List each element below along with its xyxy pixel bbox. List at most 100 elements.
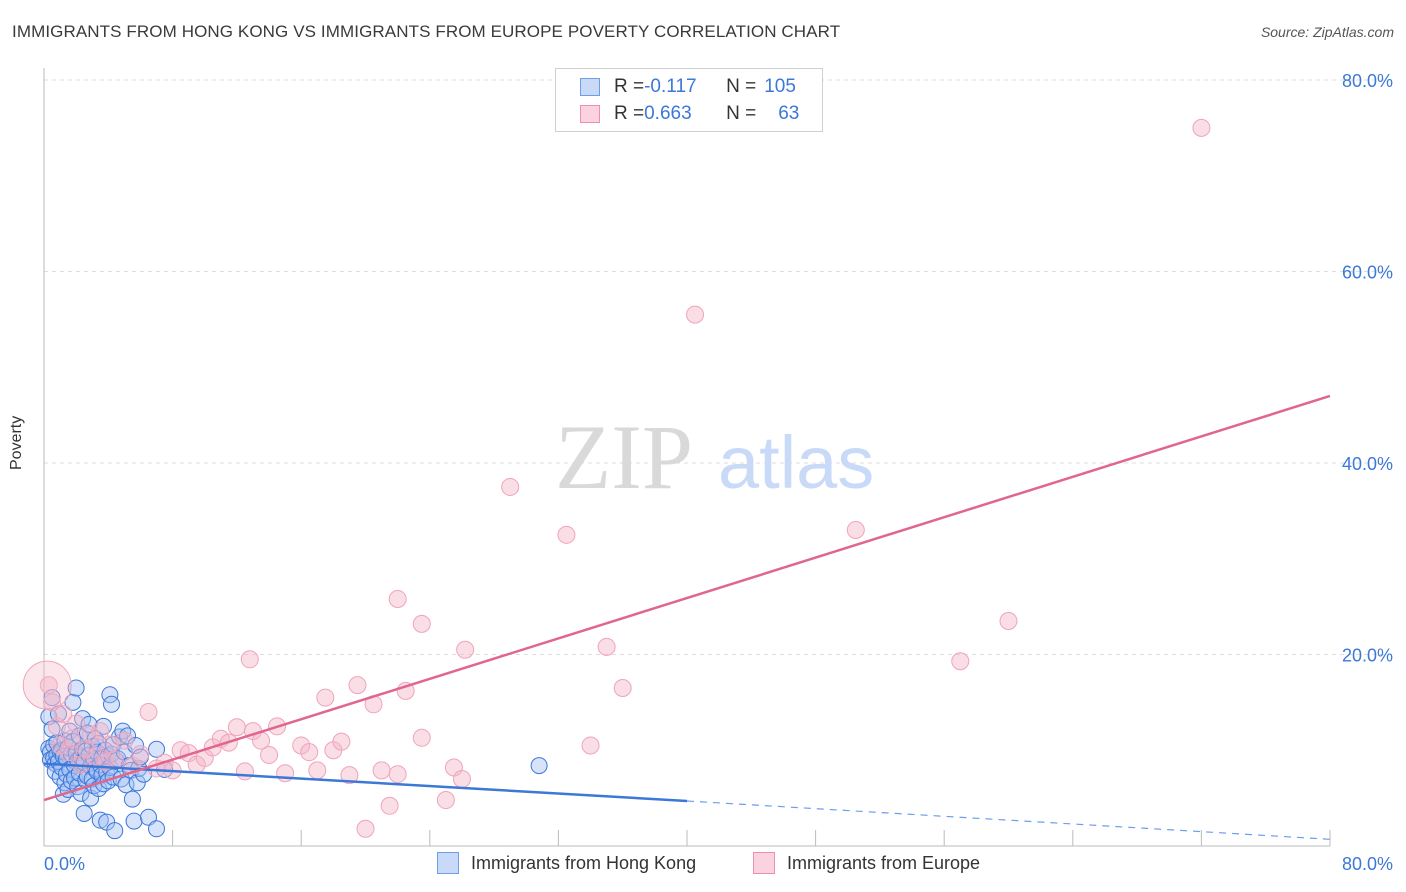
- point-hong-kong: [148, 820, 166, 838]
- point-europe: [260, 746, 279, 765]
- legend-r-label: R =: [614, 76, 645, 97]
- legend-row-hong-kong: R = -0.117 N = 105: [580, 74, 796, 100]
- legend-label-europe: Immigrants from Europe: [787, 852, 981, 873]
- trend-line-hong-kong: [43, 762, 688, 803]
- point-hong-kong: [530, 757, 548, 775]
- point-hong-kong: [123, 790, 141, 808]
- point-europe: [348, 676, 367, 695]
- point-europe: [86, 746, 105, 765]
- point-europe: [846, 521, 865, 540]
- point-hong-kong: [45, 736, 63, 754]
- point-hong-kong: [91, 811, 109, 829]
- point-europe: [227, 718, 246, 737]
- legend-n-value: 105: [764, 76, 796, 97]
- y-tick-label: 60.0%: [1342, 263, 1393, 283]
- point-europe: [91, 722, 110, 741]
- x-tick-label: 80.0%: [1342, 854, 1393, 874]
- point-europe: [380, 796, 399, 815]
- grid-lines: [44, 79, 1392, 655]
- point-europe: [115, 731, 134, 750]
- point-europe: [62, 729, 81, 748]
- legend-r-value: -0.117: [644, 76, 697, 97]
- point-europe: [356, 819, 375, 838]
- point-europe: [105, 750, 124, 769]
- legend-n-label: N =: [726, 103, 757, 124]
- chart-title: IMMIGRANTS FROM HONG KONG VS IMMIGRANTS …: [12, 22, 841, 41]
- x-tick-label: 0.0%: [44, 854, 85, 874]
- point-europe: [951, 652, 970, 671]
- legend-r-label: R =: [614, 103, 645, 124]
- legend-label-hong-kong: Immigrants from Hong Kong: [471, 852, 697, 873]
- legend-item-europe[interactable]: Immigrants from Europe: [753, 852, 980, 874]
- legend-n-label: N =: [726, 76, 757, 97]
- point-europe: [1192, 118, 1211, 137]
- legend-swatch-blue: [580, 78, 600, 96]
- point-europe: [597, 637, 616, 656]
- watermark-zip: ZIP: [555, 406, 693, 508]
- point-europe: [39, 676, 58, 695]
- y-tick-label: 40.0%: [1342, 454, 1393, 474]
- point-europe: [240, 650, 259, 669]
- legend-swatch-blue: [437, 852, 459, 874]
- point-europe: [22, 660, 72, 710]
- point-europe: [308, 761, 327, 780]
- point-europe: [501, 477, 520, 496]
- point-europe: [316, 688, 335, 707]
- point-europe: [436, 791, 455, 810]
- point-europe: [456, 640, 475, 659]
- trend-line-hong-kong-extension: [686, 800, 1331, 840]
- point-europe: [67, 714, 86, 733]
- point-europe: [54, 704, 73, 723]
- point-europe: [139, 702, 158, 721]
- correlation-legend: R = -0.117 N = 105 R = 0.663 N = 63: [555, 68, 823, 132]
- point-hong-kong: [106, 822, 124, 840]
- point-europe: [43, 693, 62, 712]
- watermark: ZIP atlas: [555, 406, 874, 508]
- point-europe: [76, 739, 95, 758]
- legend-r-value: 0.663: [644, 103, 692, 124]
- point-europe: [332, 732, 351, 751]
- axes: [43, 68, 1331, 847]
- point-europe: [340, 766, 359, 785]
- point-hong-kong: [128, 774, 146, 792]
- point-hong-kong: [148, 740, 166, 758]
- point-hong-kong: [139, 808, 157, 826]
- point-hong-kong: [103, 695, 121, 713]
- point-europe: [131, 745, 150, 764]
- point-europe: [581, 736, 600, 755]
- point-europe: [59, 743, 78, 762]
- point-europe: [412, 728, 431, 747]
- point-hong-kong: [125, 812, 143, 830]
- legend-row-europe: R = 0.663 N = 63: [580, 101, 799, 127]
- point-europe: [81, 725, 100, 744]
- point-europe: [388, 589, 407, 608]
- legend-swatch-pink: [753, 852, 775, 874]
- legend-item-hong-kong[interactable]: Immigrants from Hong Kong: [437, 852, 696, 874]
- point-hong-kong: [67, 679, 85, 697]
- point-europe: [388, 765, 407, 784]
- tick-labels: 20.0% 40.0% 60.0% 80.0% 0.0% 80.0%: [44, 71, 1393, 874]
- trend-lines: [43, 394, 1331, 840]
- point-europe: [372, 761, 391, 780]
- y-axis-label: Poverty: [8, 415, 25, 470]
- point-hong-kong: [114, 722, 132, 740]
- watermark-atlas: atlas: [718, 421, 874, 504]
- point-europe: [557, 525, 576, 544]
- point-europe: [300, 743, 319, 762]
- legend-n-value: 63: [778, 103, 800, 124]
- point-europe: [412, 614, 431, 633]
- legend-swatch-pink: [580, 105, 600, 123]
- point-hong-kong: [64, 693, 82, 711]
- y-tick-label: 80.0%: [1342, 71, 1393, 91]
- point-europe: [999, 611, 1018, 630]
- point-europe: [613, 679, 632, 698]
- point-europe: [235, 762, 254, 781]
- source-label: Source: ZipAtlas.com: [1260, 24, 1394, 40]
- point-hong-kong: [75, 804, 93, 822]
- point-europe: [686, 305, 705, 324]
- series-legend: Immigrants from Hong Kong Immigrants fro…: [0, 852, 1406, 878]
- y-tick-label: 20.0%: [1342, 646, 1393, 666]
- point-europe: [452, 769, 471, 788]
- trend-line-europe: [43, 394, 1331, 802]
